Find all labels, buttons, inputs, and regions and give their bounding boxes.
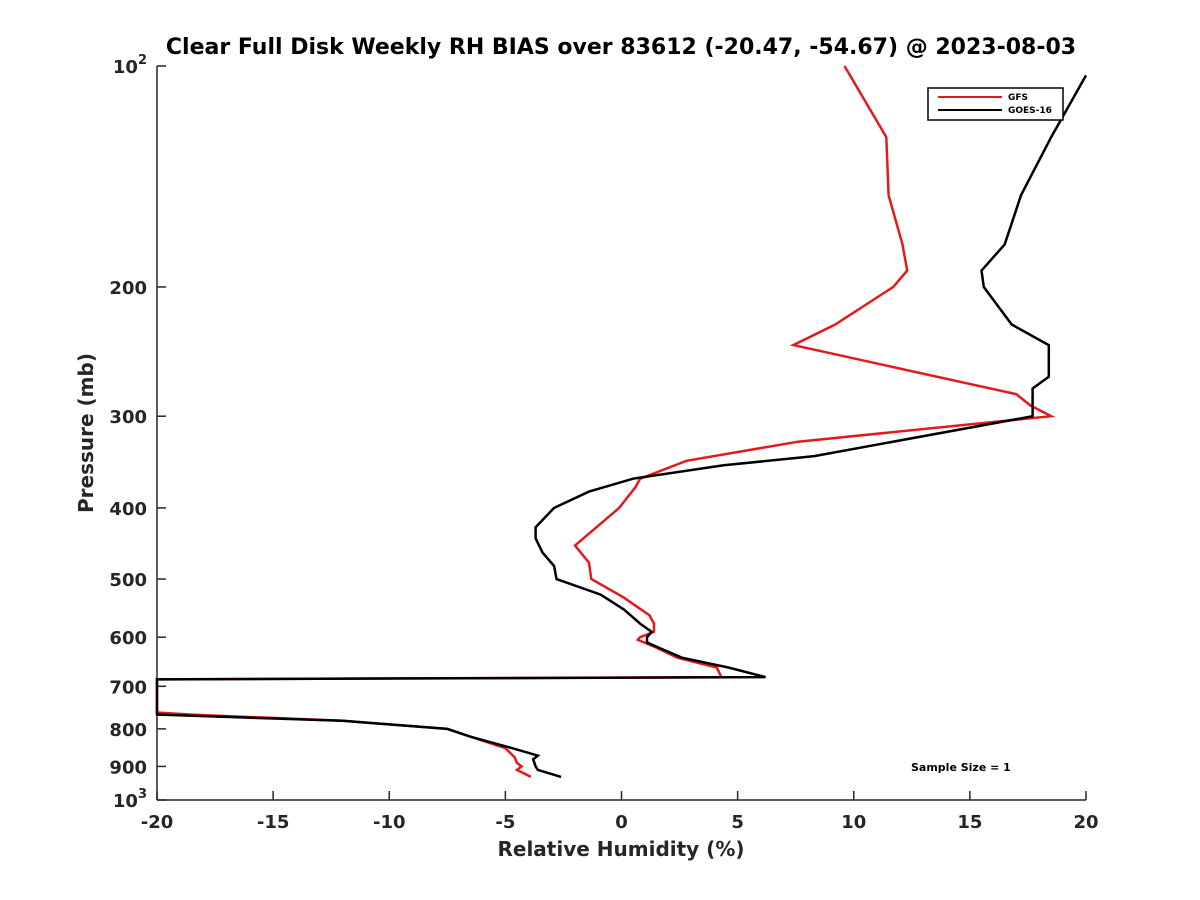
chart-title: Clear Full Disk Weekly RH BIAS over 8361… xyxy=(166,35,1076,60)
y-tick-label: 700 xyxy=(109,677,147,698)
y-tick-label: 300 xyxy=(109,407,147,428)
x-tick-label: 5 xyxy=(731,812,744,833)
y-tick-label: 400 xyxy=(109,499,147,520)
x-axis-label: Relative Humidity (%) xyxy=(497,837,744,861)
y-tick-exponent: 3 xyxy=(138,787,147,802)
x-tick-label: -5 xyxy=(495,812,515,833)
x-ticks: -20 -15 -10 -5 0 5 10 15 20 xyxy=(141,791,1099,833)
y-tick-label: 600 xyxy=(109,628,147,649)
y-tick-base: 10 xyxy=(113,791,138,812)
series-line-goes16 xyxy=(155,74,1088,779)
legend-label-gfs: GFS xyxy=(1008,93,1028,103)
x-tick-label: 0 xyxy=(615,812,628,833)
y-tick-label: 200 xyxy=(109,278,147,299)
series-line-gfs xyxy=(155,65,1056,779)
legend-label-goes16: GOES-16 xyxy=(1008,106,1052,116)
sample-size-annotation: Sample Size = 1 xyxy=(911,761,1011,774)
y-tick-label: 900 xyxy=(109,757,147,778)
y-tick-label: 800 xyxy=(109,720,147,741)
x-tick-label: 10 xyxy=(841,812,866,833)
x-tick-label: -20 xyxy=(141,812,174,833)
y-tick-label: 103 xyxy=(113,787,147,812)
legend-box xyxy=(927,87,1064,121)
y-tick-base: 10 xyxy=(113,57,138,78)
series-layer xyxy=(155,65,1088,779)
x-tick-label: 15 xyxy=(957,812,982,833)
legend: GFS GOES-16 xyxy=(927,87,1064,121)
x-tick-label: -15 xyxy=(257,812,290,833)
x-tick-label: -10 xyxy=(373,812,406,833)
plot-area: -20 -15 -10 -5 0 5 10 15 20 10220030040050060070… xyxy=(109,53,1098,833)
y-axis-label: Pressure (mb) xyxy=(74,353,98,513)
x-tick-label: 20 xyxy=(1073,812,1098,833)
y-tick-label: 102 xyxy=(113,53,147,78)
y-tick-exponent: 2 xyxy=(138,53,147,68)
y-tick-label: 500 xyxy=(109,570,147,591)
